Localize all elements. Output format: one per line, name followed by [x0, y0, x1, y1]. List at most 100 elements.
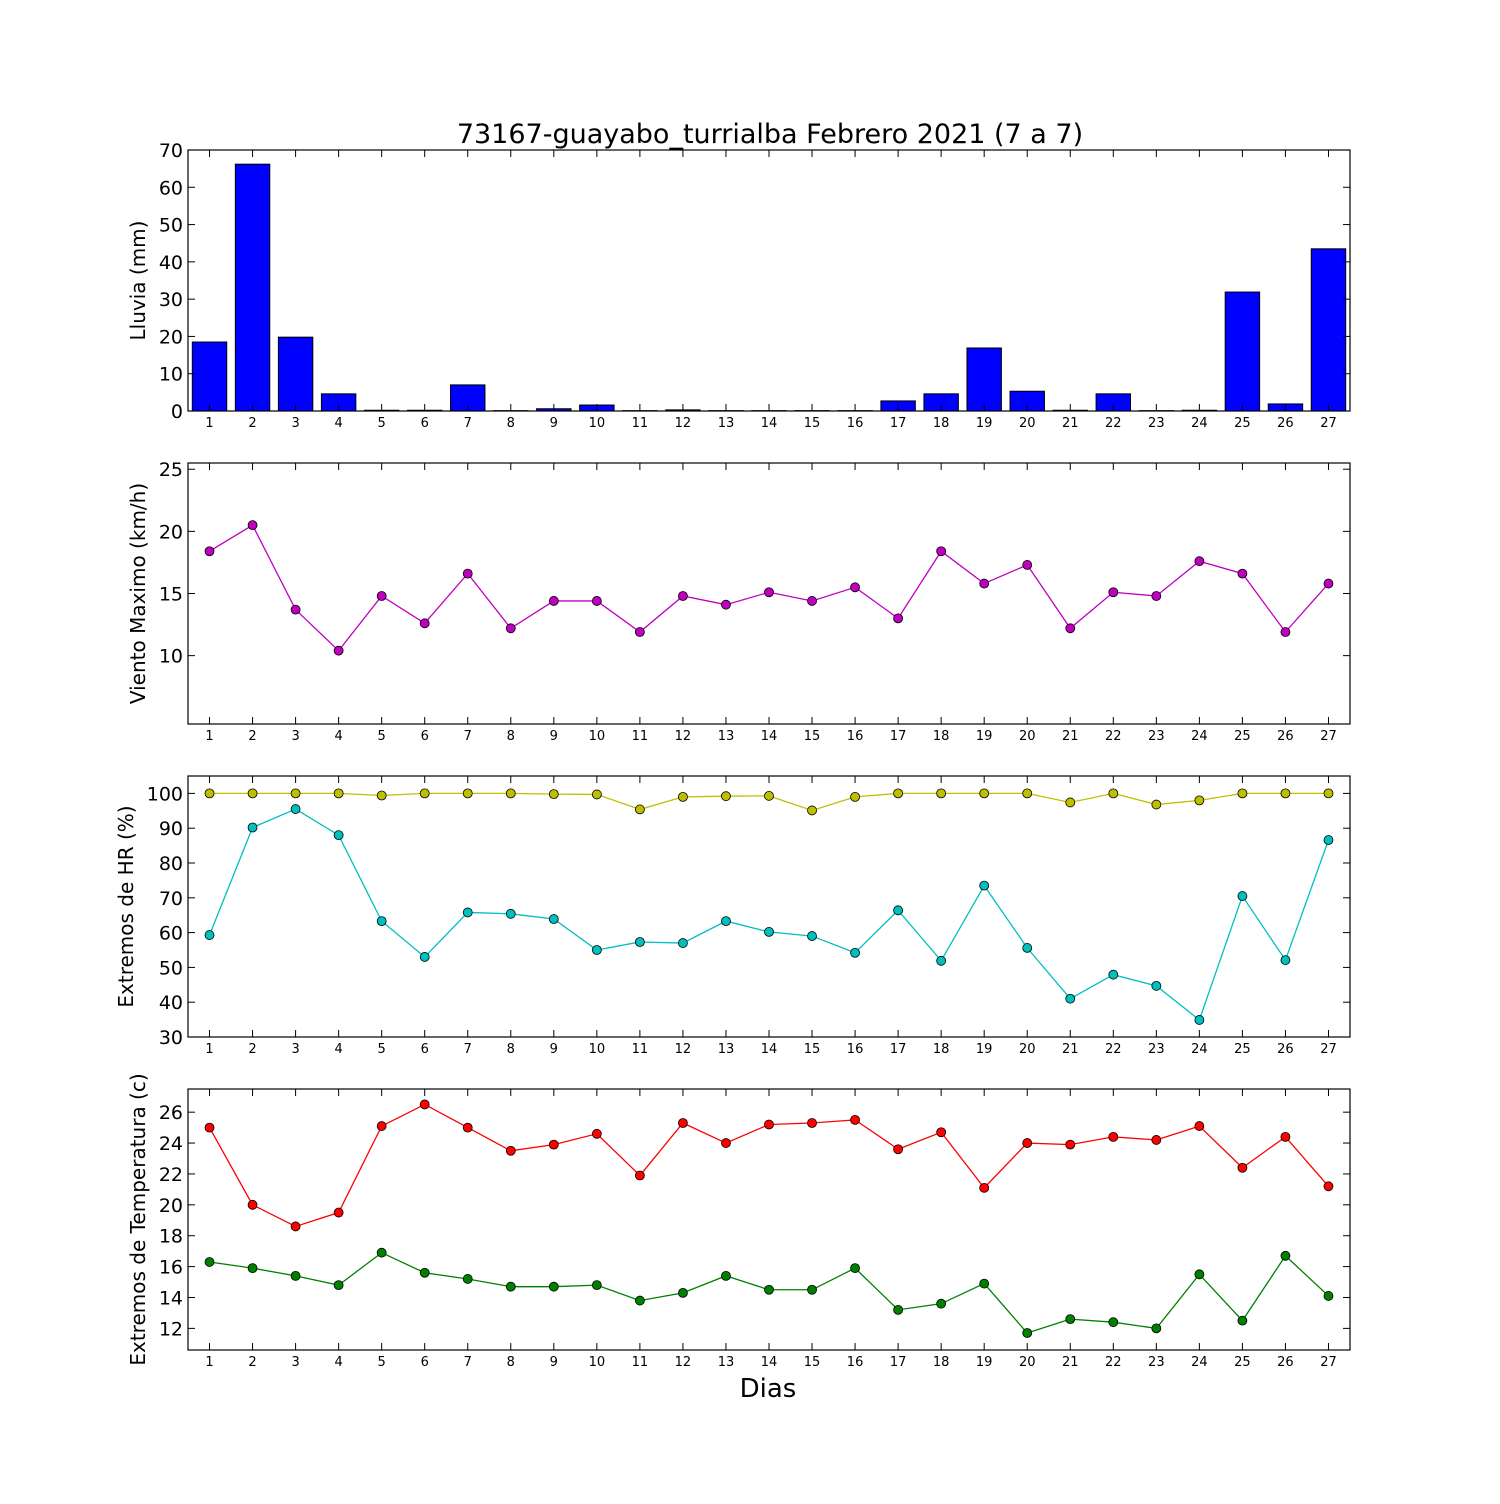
y-tick-label: 14 [159, 1287, 183, 1309]
x-tick-label: 25 [1234, 1355, 1251, 1370]
data-point-2-1-4 [334, 831, 343, 840]
data-point-1-0-8 [506, 624, 515, 633]
data-point-2-1-5 [377, 917, 386, 926]
x-tick-label: 20 [1019, 729, 1036, 744]
x-tick-label: 8 [507, 729, 515, 744]
data-point-1-0-5 [377, 591, 386, 600]
data-point-3-0-20 [1023, 1139, 1032, 1148]
x-tick-label: 24 [1191, 1355, 1208, 1370]
data-point-1-0-13 [721, 600, 730, 609]
y-tick-label: 12 [159, 1318, 183, 1340]
data-point-3-0-5 [377, 1122, 386, 1131]
data-point-2-1-23 [1152, 981, 1161, 990]
data-point-3-0-17 [894, 1145, 903, 1154]
x-tick-label: 16 [847, 416, 864, 431]
y-axis-label: Viento Maximo (km/h) [126, 483, 150, 704]
x-tick-label: 16 [847, 729, 864, 744]
x-tick-label: 19 [976, 1355, 993, 1370]
x-tick-label: 12 [675, 729, 692, 744]
data-point-3-0-24 [1195, 1122, 1204, 1131]
x-tick-label: 7 [464, 416, 472, 431]
data-point-2-0-18 [937, 789, 946, 798]
x-tick-label: 16 [847, 1355, 864, 1370]
x-tick-label: 18 [933, 729, 950, 744]
x-tick-label: 6 [421, 729, 429, 744]
x-tick-label: 9 [550, 416, 558, 431]
data-point-3-0-19 [980, 1183, 989, 1192]
data-point-2-0-24 [1195, 796, 1204, 805]
data-point-2-1-21 [1066, 994, 1075, 1003]
data-point-3-1-22 [1109, 1318, 1118, 1327]
data-point-2-1-13 [721, 917, 730, 926]
x-tick-label: 14 [761, 416, 778, 431]
data-point-1-0-14 [765, 588, 774, 597]
data-point-1-0-2 [248, 521, 257, 530]
x-tick-label: 19 [976, 729, 993, 744]
x-tick-label: 9 [550, 1355, 558, 1370]
data-point-2-1-22 [1109, 970, 1118, 979]
data-point-2-0-17 [894, 789, 903, 798]
bar-day-2 [235, 164, 269, 411]
data-point-3-1-13 [721, 1271, 730, 1280]
x-tick-label: 1 [205, 1042, 213, 1057]
data-point-1-0-19 [980, 579, 989, 588]
x-tick-label: 25 [1234, 416, 1251, 431]
y-tick-label: 25 [159, 459, 183, 481]
data-point-3-1-26 [1281, 1251, 1290, 1260]
x-tick-label: 23 [1148, 1355, 1165, 1370]
x-tick-label: 5 [378, 416, 386, 431]
x-tick-label: 6 [421, 1355, 429, 1370]
x-tick-label: 4 [334, 416, 342, 431]
data-point-2-0-26 [1281, 789, 1290, 798]
data-point-1-0-7 [463, 569, 472, 578]
x-tick-label: 22 [1105, 1042, 1122, 1057]
y-tick-label: 20 [159, 326, 183, 348]
data-point-2-1-27 [1324, 836, 1333, 845]
x-tick-label: 6 [421, 416, 429, 431]
data-point-3-1-24 [1195, 1270, 1204, 1279]
y-tick-label: 30 [159, 289, 183, 311]
y-tick-label: 60 [159, 177, 183, 199]
data-point-1-0-17 [894, 614, 903, 623]
data-point-1-0-4 [334, 646, 343, 655]
x-tick-label: 13 [718, 729, 735, 744]
x-tick-label: 17 [890, 416, 907, 431]
data-point-2-0-9 [549, 790, 558, 799]
x-tick-label: 22 [1105, 729, 1122, 744]
data-point-2-0-16 [851, 792, 860, 801]
x-tick-label: 27 [1320, 416, 1337, 431]
x-tick-label: 9 [550, 1042, 558, 1057]
x-tick-label: 1 [205, 1355, 213, 1370]
data-point-2-1-3 [291, 805, 300, 814]
x-tick-label: 12 [675, 1355, 692, 1370]
data-point-3-0-15 [808, 1118, 817, 1127]
y-tick-label: 18 [159, 1226, 183, 1248]
x-tick-label: 12 [675, 416, 692, 431]
data-point-3-0-7 [463, 1123, 472, 1132]
x-tick-label: 20 [1019, 416, 1036, 431]
data-point-3-0-11 [635, 1171, 644, 1180]
data-point-1-0-26 [1281, 628, 1290, 637]
y-axis-label: Extremos de HR (%) [114, 805, 138, 1007]
data-point-3-0-13 [721, 1139, 730, 1148]
x-tick-label: 22 [1105, 416, 1122, 431]
x-tick-label: 19 [976, 416, 993, 431]
x-tick-label: 20 [1019, 1355, 1036, 1370]
data-point-2-1-1 [205, 931, 214, 940]
chart-title: 73167-guayabo_turrialba Febrero 2021 (7 … [457, 119, 1083, 150]
data-point-2-1-26 [1281, 956, 1290, 965]
data-point-2-0-6 [420, 789, 429, 798]
x-tick-label: 15 [804, 1355, 821, 1370]
data-point-2-0-15 [808, 806, 817, 815]
x-tick-label: 2 [248, 729, 256, 744]
x-tick-label: 21 [1062, 1042, 1079, 1057]
x-tick-label: 3 [291, 729, 299, 744]
x-tick-label: 20 [1019, 1042, 1036, 1057]
x-tick-label: 10 [589, 1042, 606, 1057]
data-point-2-0-4 [334, 789, 343, 798]
data-point-3-1-16 [851, 1264, 860, 1273]
data-point-3-1-5 [377, 1248, 386, 1257]
x-tick-label: 26 [1277, 1355, 1294, 1370]
